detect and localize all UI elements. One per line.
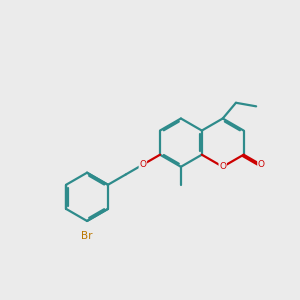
Text: O: O bbox=[258, 160, 265, 169]
Text: O: O bbox=[140, 160, 146, 169]
Text: O: O bbox=[219, 162, 226, 171]
Text: Br: Br bbox=[81, 231, 93, 241]
